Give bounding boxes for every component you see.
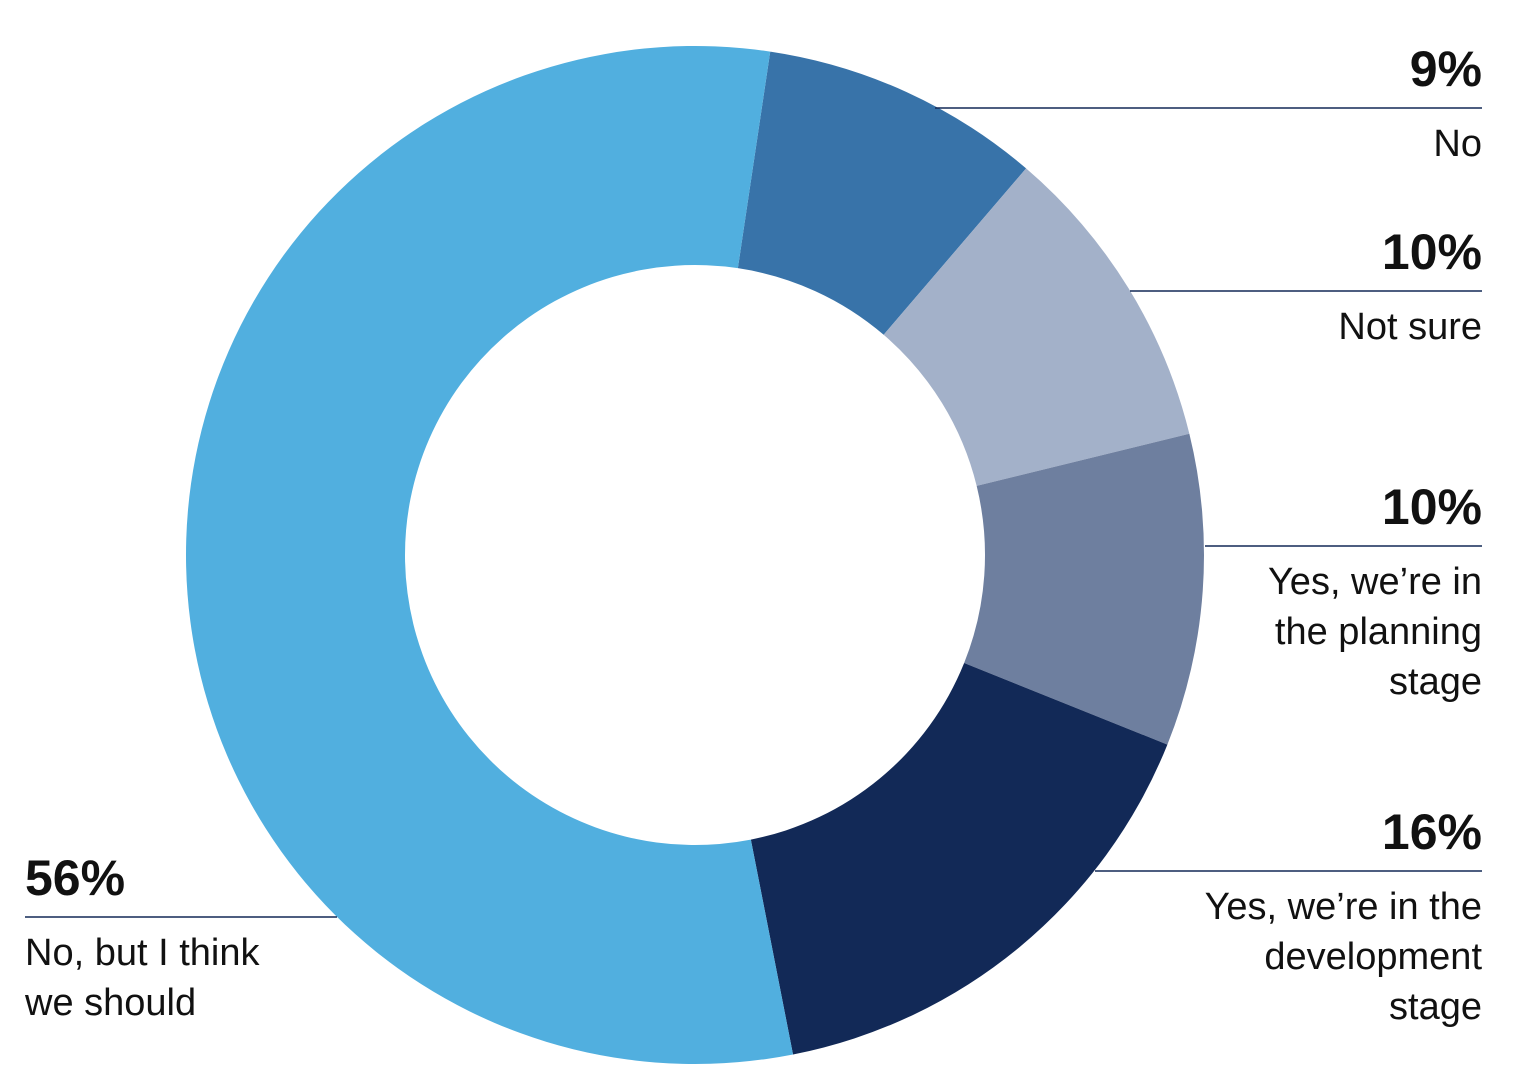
category-label-line: Yes, we’re in [1268,561,1482,603]
value-label-2: 10% [1382,224,1482,280]
category-label-line: Yes, we’re in the [1205,886,1482,928]
value-label-4: 16% [1382,804,1482,860]
category-label-3: Yes, we’re in the planning stage [1268,561,1482,703]
category-label-line: stage [1389,986,1482,1028]
category-label-line: Not sure [1338,306,1482,348]
category-label-line: we should [24,982,196,1024]
slice-3 [964,433,1204,745]
data-labels: 9% No 10% Not sure 10% Yes, we’re in the plann… [24,41,1482,1028]
slice-2 [883,168,1190,486]
donut-slices [186,46,1204,1065]
slice-4 [750,663,1168,1055]
value-label-3: 10% [1382,479,1482,535]
category-label-line: development [1264,936,1482,978]
leader-lines [25,107,1482,918]
slice-1 [737,51,1027,335]
category-label-4: Yes, we’re in the development stage [1205,886,1483,1028]
category-label-line: the planning [1275,611,1482,653]
value-label-1: 9% [1410,41,1482,97]
category-label-line: No, but I think [25,932,260,974]
category-label-line: No [1433,123,1482,165]
category-label-2: Not sure [1338,306,1482,348]
category-label-1: No [1433,123,1482,165]
slice-5 [186,46,794,1065]
category-label-line: stage [1389,661,1482,703]
category-label-5: No, but I think we should [24,932,260,1024]
value-label-5: 56% [25,850,125,906]
